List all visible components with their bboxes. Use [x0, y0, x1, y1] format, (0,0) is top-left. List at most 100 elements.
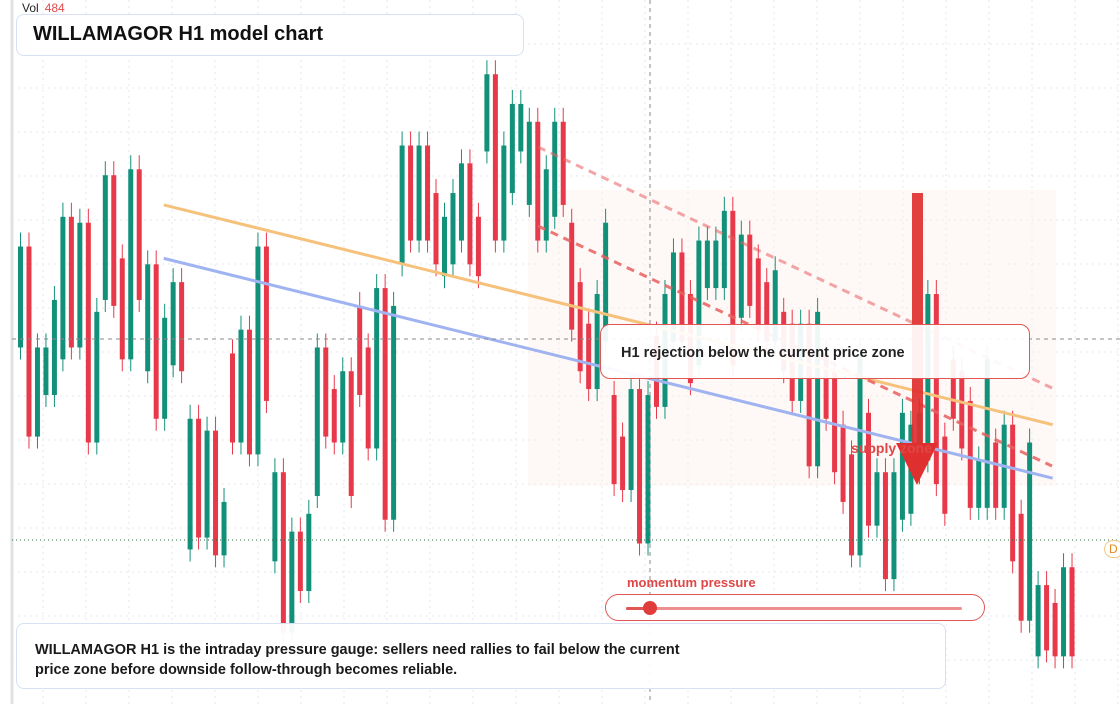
candle-body: [993, 442, 999, 508]
candle-body: [280, 472, 286, 633]
candle-body: [416, 145, 422, 241]
candle-body: [102, 175, 108, 300]
supply-zone-label: supply zone: [851, 440, 932, 456]
caption-line-1: WILLAMAGOR H1 is the intraday pressure g…: [35, 642, 680, 658]
candle-body: [628, 389, 634, 491]
candle-body: [738, 234, 744, 318]
candle-body: [967, 400, 973, 508]
candle-body: [620, 436, 626, 491]
candle-body: [77, 222, 83, 348]
candle-body: [357, 305, 363, 395]
candle-body: [170, 282, 176, 366]
candle-body: [1027, 442, 1033, 621]
candle-body: [637, 389, 643, 544]
momentum-knob[interactable]: [642, 601, 657, 615]
candle-body: [670, 252, 676, 342]
candle-body: [1061, 567, 1067, 657]
candle-body: [51, 299, 57, 395]
candle-body: [874, 472, 880, 526]
candle-body: [60, 216, 66, 360]
candle-body: [857, 353, 863, 556]
price-badge: D: [1104, 540, 1120, 558]
candle-body: [43, 347, 49, 395]
candle-body: [611, 395, 617, 485]
momentum-slider[interactable]: [605, 594, 985, 621]
candle-body: [721, 210, 727, 289]
candle-body: [577, 282, 583, 372]
candle-body: [433, 193, 439, 265]
candle-body: [569, 222, 575, 330]
candle-body: [145, 264, 151, 372]
candle-body: [467, 163, 473, 265]
candle-body: [747, 234, 753, 306]
candle-body: [111, 175, 117, 306]
candles-layer: [18, 60, 1075, 669]
candle-body: [263, 246, 269, 401]
candle-body: [984, 359, 990, 508]
candle-body: [179, 282, 185, 372]
candle-body: [882, 472, 888, 580]
candle-body: [382, 288, 388, 520]
candle-body: [933, 294, 939, 485]
candle-body: [230, 353, 235, 443]
candle-body: [713, 240, 719, 289]
candle-body: [475, 216, 481, 277]
momentum-fill: [626, 607, 650, 610]
candle-body: [560, 121, 566, 205]
candle-body: [365, 347, 371, 449]
dashed-channel-line: [537, 145, 1053, 390]
volume-label: Vol: [22, 1, 39, 15]
caption-box: WILLAMAGOR H1 is the intraday pressure g…: [16, 623, 946, 689]
candle-body: [823, 353, 829, 419]
candle-body: [1035, 585, 1041, 657]
candle-body: [323, 347, 329, 437]
candle-body: [399, 145, 405, 265]
volume-value: 484: [44, 1, 65, 15]
candle-body: [594, 294, 600, 390]
candle-body: [68, 216, 74, 348]
momentum-track-line: [626, 607, 962, 610]
candle-body: [85, 222, 91, 443]
candle-body: [425, 145, 431, 241]
candle-body: [518, 103, 524, 152]
candle-body: [331, 389, 337, 443]
candle-body: [552, 121, 558, 217]
candle-body: [679, 252, 685, 342]
candle-body: [764, 282, 770, 342]
candle-body: [849, 454, 855, 556]
candle-body: [162, 317, 168, 419]
candle-body: [289, 531, 295, 633]
candle-body: [213, 430, 219, 556]
candle-body: [704, 240, 710, 289]
candle-body: [586, 323, 592, 390]
candle-body: [899, 412, 905, 520]
candle-body: [1010, 424, 1016, 562]
candle-body: [119, 258, 125, 360]
volume-readout: Vol 484: [22, 1, 65, 15]
candle-body: [815, 311, 821, 467]
chart-title: WILLAMAGOR H1 model chart: [16, 14, 524, 56]
candle-body: [526, 121, 532, 205]
candle-body: [272, 472, 278, 562]
down-arrow: [896, 193, 938, 485]
candle-body: [18, 246, 23, 348]
chart-grid: [10, 0, 1120, 704]
candle-body: [408, 145, 414, 241]
candle-body: [1044, 585, 1050, 651]
candle-body: [221, 501, 227, 556]
candle-body: [340, 371, 346, 443]
candle-body: [603, 222, 609, 342]
trendline-orange: [163, 203, 1054, 427]
candle-body: [34, 347, 40, 437]
candle-body: [238, 329, 244, 443]
candle-body: [1069, 567, 1075, 657]
candle-body: [891, 472, 897, 580]
candle-body: [204, 430, 210, 538]
candle-body: [840, 424, 846, 502]
candle-body: [348, 371, 354, 496]
candle-body: [543, 169, 549, 241]
rejection-callout: H1 rejection below the current price zon…: [600, 324, 1030, 379]
candle-body: [450, 193, 456, 265]
candle-body: [976, 460, 982, 508]
candle-body: [645, 395, 651, 544]
